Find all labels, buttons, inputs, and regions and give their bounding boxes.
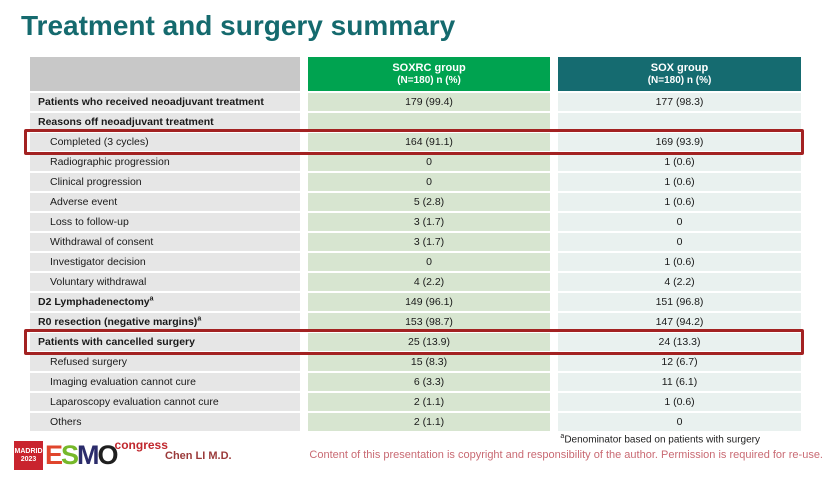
esmo-letter-o: O xyxy=(97,440,119,470)
table-row-soxrc-value: 2 (1.1) xyxy=(308,413,550,431)
table-row-label: Refused surgery xyxy=(30,353,300,371)
table-row-sox-value: 1 (0.6) xyxy=(558,253,801,271)
table-row-soxrc-value: 0 xyxy=(308,173,550,191)
table-row-soxrc-value: 179 (99.4) xyxy=(308,93,550,111)
table-row-soxrc-value xyxy=(308,113,550,131)
table-row-label: Imaging evaluation cannot cure xyxy=(30,373,300,391)
table-row-soxrc-value: 0 xyxy=(308,153,550,171)
table-row-soxrc-value: 164 (91.1) xyxy=(308,133,550,151)
table-row-sox-value: 4 (2.2) xyxy=(558,273,801,291)
table-row-sox-value xyxy=(558,113,801,131)
table-row-sox-value: 169 (93.9) xyxy=(558,133,801,151)
table-row-soxrc-value: 25 (13.9) xyxy=(308,333,550,351)
table-row-label: Voluntary withdrawal xyxy=(30,273,300,291)
table-row-label: Patients who received neoadjuvant treatm… xyxy=(30,93,300,111)
table-row-sox-value: 1 (0.6) xyxy=(558,173,801,191)
summary-table: SOXRC group (N=180) n (%) SOX group (N=1… xyxy=(30,57,801,431)
table-row-label: Laparoscopy evaluation cannot cure xyxy=(30,393,300,411)
table-row-soxrc-value: 3 (1.7) xyxy=(308,213,550,231)
table-row-sox-value: 1 (0.6) xyxy=(558,393,801,411)
table-row-label: Loss to follow-up xyxy=(30,213,300,231)
table-row-label: D2 Lymphadenectomya xyxy=(30,293,300,311)
page-title: Treatment and surgery summary xyxy=(21,10,456,41)
table-row-soxrc-value: 153 (98.7) xyxy=(308,313,550,331)
table-row-soxrc-value: 149 (96.1) xyxy=(308,293,550,311)
table-row-label: Patients with cancelled surgery xyxy=(30,333,300,351)
table-footnote: aDenominator based on patients with surg… xyxy=(560,433,760,445)
table-row-soxrc-value: 4 (2.2) xyxy=(308,273,550,291)
table-row-sox-value: 1 (0.6) xyxy=(558,193,801,211)
badge-city: MADRID xyxy=(14,447,43,455)
table-row-sox-value: 12 (6.7) xyxy=(558,353,801,371)
copyright-notice: Content of this presentation is copyrigh… xyxy=(309,449,823,461)
header-cell-soxrc-group: SOXRC group (N=180) n (%) xyxy=(308,57,550,91)
esmo-letter-e: E xyxy=(45,440,63,470)
footnote-text: Denominator based on patients with surge… xyxy=(564,434,760,446)
table-row-sox-value: 11 (6.1) xyxy=(558,373,801,391)
badge-year: 2023 xyxy=(20,455,37,463)
table-row-sox-value: 147 (94.2) xyxy=(558,313,801,331)
table-row-label: Reasons off neoadjuvant treatment xyxy=(30,113,300,131)
esmo-congress-logo: MADRID 2023 ESMO congress xyxy=(14,438,168,470)
table-row-label: Clinical progression xyxy=(30,173,300,191)
table-row-sox-value: 0 xyxy=(558,213,801,231)
table-row-label: Radiographic progression xyxy=(30,153,300,171)
madrid-2023-badge: MADRID 2023 xyxy=(14,441,43,470)
soxrc-group-subtitle: (N=180) n (%) xyxy=(397,74,461,86)
table-row-soxrc-value: 0 xyxy=(308,253,550,271)
footnote-superscript: a xyxy=(560,433,565,440)
table-row-sox-value: 1 (0.6) xyxy=(558,153,801,171)
sox-group-title: SOX group xyxy=(650,61,709,74)
congress-label: congress xyxy=(114,438,168,452)
table-row-soxrc-value: 2 (1.1) xyxy=(308,393,550,411)
table-row-label: Adverse event xyxy=(30,193,300,211)
table-row-label: Withdrawal of consent xyxy=(30,233,300,251)
esmo-letter-m: M xyxy=(77,440,99,470)
table-row-sox-value: 0 xyxy=(558,413,801,431)
table-row-sox-value: 151 (96.8) xyxy=(558,293,801,311)
esmo-letter-s: S xyxy=(61,440,79,470)
table-row-soxrc-value: 6 (3.3) xyxy=(308,373,550,391)
table-row-soxrc-value: 15 (8.3) xyxy=(308,353,550,371)
sox-group-subtitle: (N=180) n (%) xyxy=(647,74,712,86)
soxrc-group-title: SOXRC group xyxy=(392,61,466,74)
table-row-soxrc-value: 5 (2.8) xyxy=(308,193,550,211)
table-row-label: Completed (3 cycles) xyxy=(30,133,300,151)
table-row-label: Others xyxy=(30,413,300,431)
table-row-label: R0 resection (negative margins)a xyxy=(30,313,300,331)
table-row-sox-value: 0 xyxy=(558,233,801,251)
table-row-sox-value: 24 (13.3) xyxy=(558,333,801,351)
header-cell-sox-group: SOX group (N=180) n (%) xyxy=(558,57,801,91)
presenter-name: Chen LI M.D. xyxy=(165,450,232,462)
table-row-label: Investigator decision xyxy=(30,253,300,271)
table-row-sox-value: 177 (98.3) xyxy=(558,93,801,111)
esmo-wordmark: ESMO xyxy=(45,440,119,470)
table-row-soxrc-value: 3 (1.7) xyxy=(308,233,550,251)
header-cell-label xyxy=(30,57,300,91)
